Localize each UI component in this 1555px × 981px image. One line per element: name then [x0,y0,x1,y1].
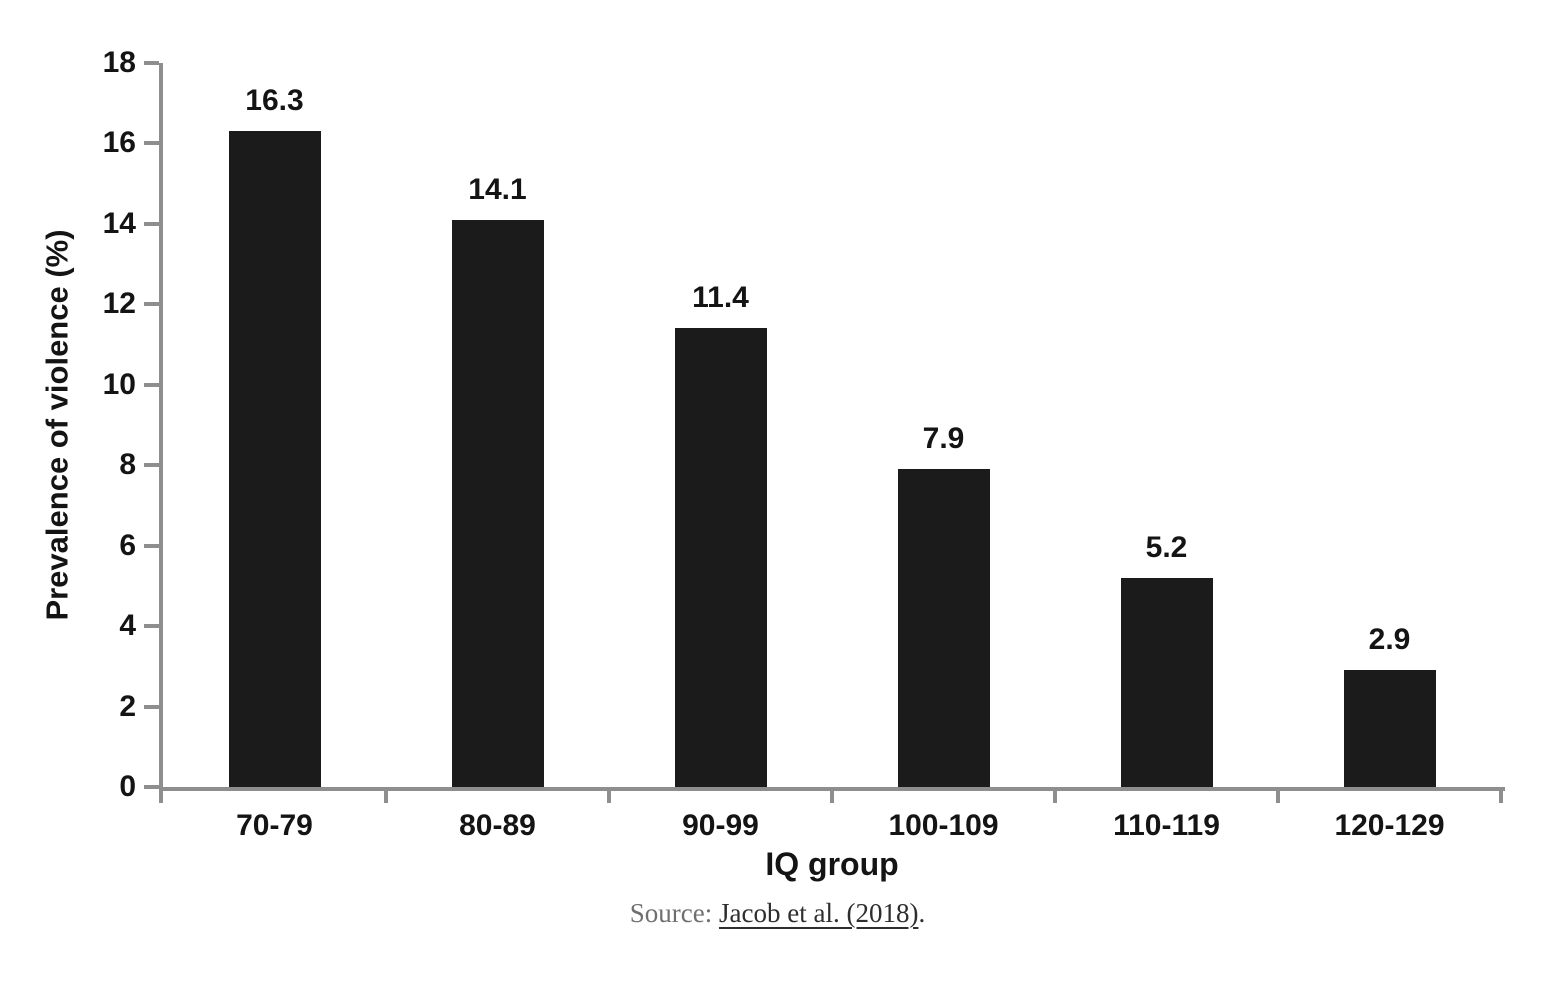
y-axis-line [159,63,163,791]
x-axis-category-label: 120-129 [1334,809,1445,842]
y-axis-title-box: Prevalence of violence (%) [18,63,98,787]
x-axis-category-label: 80-89 [459,809,536,842]
bar [1343,670,1436,787]
plot-area: 0 2 4 6 8 10 12 14 16 18 16.3 70-79 14.1 80-89 11.4 90-… [103,46,1505,842]
y-axis-tick-label: 16 [102,126,136,160]
y-axis-tick [144,704,159,709]
y-axis-tick [144,302,159,307]
source-prefix-label: Source: [629,898,720,928]
y-axis-tick [144,382,159,387]
y-axis-tick-label: 10 [102,367,136,401]
bar-value-label: 7.9 [922,422,965,455]
x-axis-tick [1499,787,1503,803]
y-axis-tick-label: 2 [119,689,136,723]
y-axis-tick-label: 6 [119,528,136,562]
bar [228,131,321,787]
x-axis-tick [384,787,388,803]
x-axis-category-label: 70-79 [236,809,313,842]
bar-value-label: 14.1 [468,173,527,206]
y-axis-tick [144,624,159,629]
bar-value-label: 16.3 [245,84,304,117]
x-axis-category-label: 90-99 [682,809,759,842]
y-axis-tick [144,141,159,146]
source-link[interactable]: Jacob et al. (2018) [719,898,919,928]
source-caption: Source: Jacob et al. (2018). [0,898,1555,929]
bar [897,469,990,787]
x-axis-title: IQ group [765,846,899,882]
x-axis-tick [1276,787,1280,803]
y-axis-tick [144,221,159,226]
source-suffix-label: . [918,898,926,928]
x-axis-tick [607,787,611,803]
x-axis-tick [830,787,834,803]
y-axis-tick-label: 18 [102,46,136,79]
y-axis-tick [144,463,159,468]
x-axis-category-label: 110-119 [1113,809,1220,842]
bar [451,220,544,787]
bar-value-label: 2.9 [1368,623,1411,656]
bar-value-label: 5.2 [1145,531,1188,564]
y-axis-tick [144,61,159,65]
bar-value-label: 11.4 [692,281,749,314]
y-axis-tick-label: 14 [102,206,136,240]
y-axis-tick [144,543,159,548]
x-axis-category-label: 100-109 [888,809,999,842]
y-axis-tick-label: 8 [119,448,136,482]
x-axis-tick [1053,787,1057,803]
x-axis-tick [159,787,163,803]
y-axis-tick [144,785,159,789]
y-axis-tick-label: 4 [119,609,136,643]
y-axis-tick-label: 0 [119,770,136,803]
bar [1120,578,1213,787]
bar [674,328,767,787]
y-axis-tick-label: 12 [102,287,136,321]
